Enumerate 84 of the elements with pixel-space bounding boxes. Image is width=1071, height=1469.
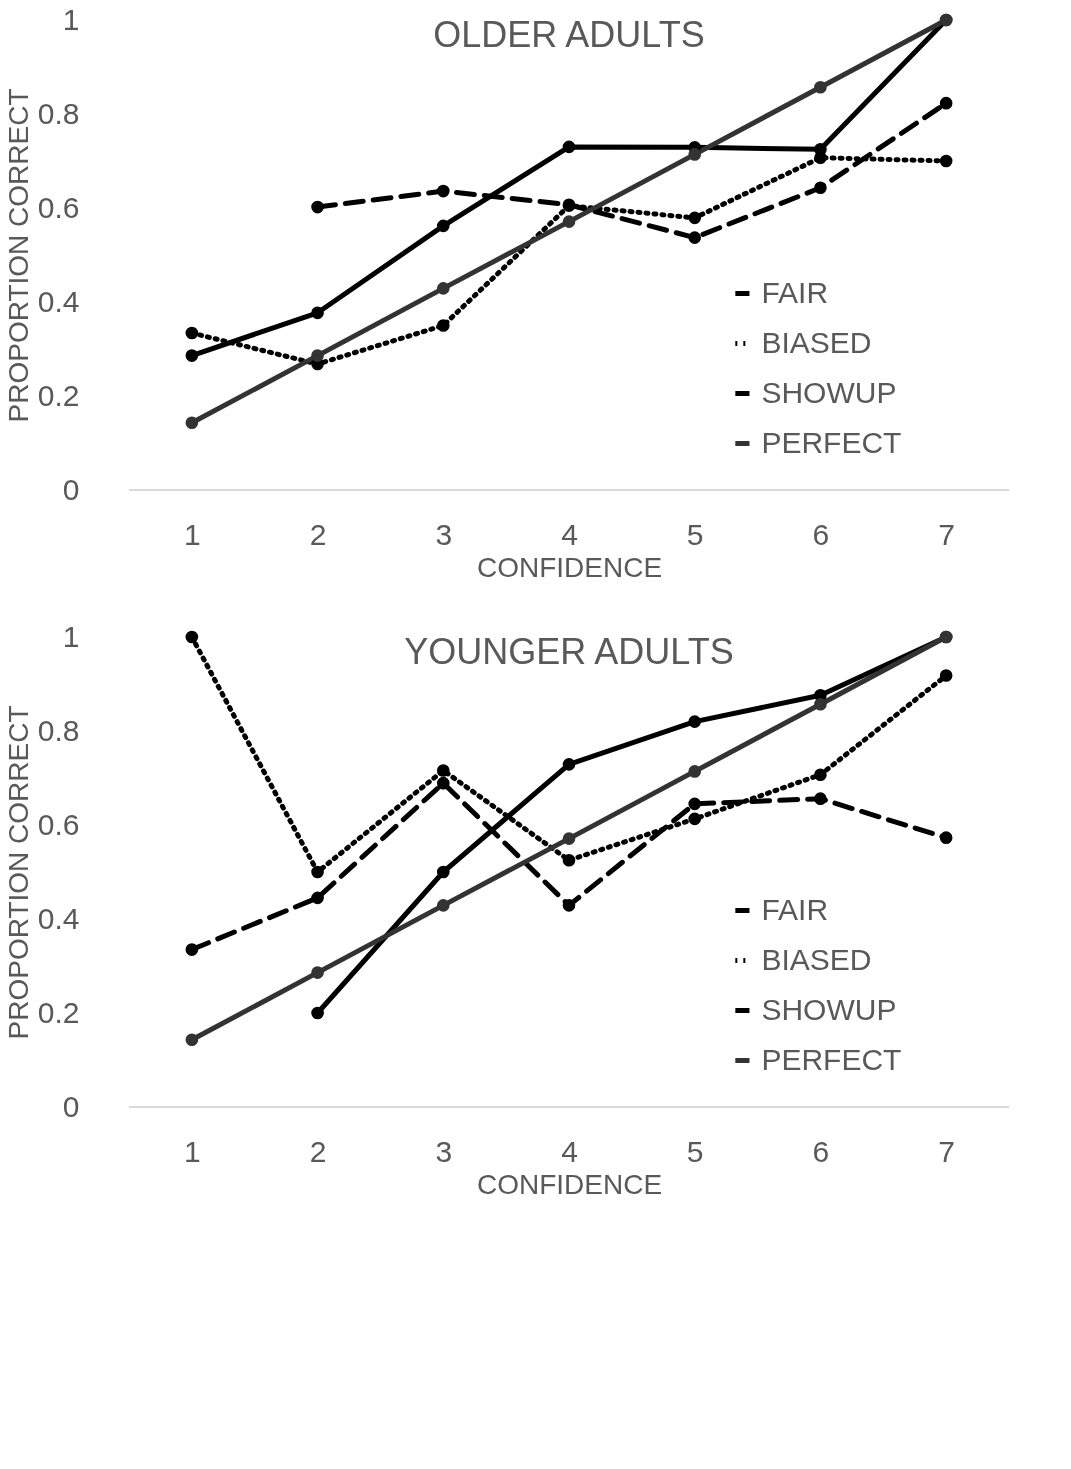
point <box>311 1006 324 1020</box>
point <box>185 630 199 644</box>
y-tick-label: 1 <box>62 619 80 653</box>
x-tick-label: 2 <box>309 1134 327 1168</box>
chart-title: OLDER ADULTS <box>433 14 705 55</box>
point <box>436 319 450 332</box>
legend-label: BIASED <box>761 325 872 359</box>
point <box>311 865 324 879</box>
point <box>688 765 702 778</box>
x-tick-label: 5 <box>686 517 704 551</box>
point <box>688 797 702 811</box>
point <box>311 200 324 214</box>
point <box>814 768 827 782</box>
legend-label: PERFECT <box>761 1042 902 1076</box>
point <box>688 812 702 826</box>
point <box>436 282 450 295</box>
y-tick-label: 0.8 <box>37 713 80 747</box>
point <box>562 853 576 867</box>
chart-title: YOUNGER ADULTS <box>404 631 734 672</box>
point <box>688 231 702 244</box>
x-tick-label: 7 <box>938 517 955 551</box>
y-axis-title: PROPORTION CORRECT <box>2 88 34 423</box>
point <box>814 697 827 711</box>
x-tick-label: 1 <box>184 517 201 551</box>
y-tick-label: 0.4 <box>37 901 80 935</box>
point <box>436 776 450 790</box>
point <box>814 80 827 94</box>
y-tick-label: 0 <box>62 1089 80 1123</box>
point <box>185 326 199 340</box>
legend-label: BIASED <box>761 942 872 976</box>
y-tick-label: 1 <box>62 2 80 36</box>
x-tick-label: 3 <box>435 517 453 551</box>
legend-label: FAIR <box>761 892 829 926</box>
x-axis-title: CONFIDENCE <box>476 1168 663 1200</box>
x-tick-label: 1 <box>184 1134 201 1168</box>
point <box>436 899 450 912</box>
legend-label: SHOWUP <box>761 375 897 409</box>
point <box>688 715 702 728</box>
point <box>436 219 450 233</box>
point <box>939 831 953 844</box>
x-tick-label: 3 <box>435 1134 453 1168</box>
point <box>562 215 576 228</box>
point <box>562 899 576 912</box>
point <box>185 1033 199 1047</box>
y-tick-label: 0.2 <box>37 378 80 412</box>
point <box>311 891 324 905</box>
point <box>185 416 199 430</box>
point <box>814 792 827 805</box>
y-tick-label: 0.2 <box>37 995 80 1029</box>
x-tick-label: 5 <box>686 1134 704 1168</box>
y-tick-label: 0.6 <box>37 190 80 224</box>
point <box>939 154 953 168</box>
point <box>436 184 450 198</box>
point <box>311 306 324 320</box>
y-tick-label: 0.8 <box>37 96 80 130</box>
point <box>185 943 199 956</box>
point <box>562 140 576 154</box>
point <box>311 966 324 979</box>
legend-label: FAIR <box>761 275 829 309</box>
x-axis-title: CONFIDENCE <box>476 551 663 583</box>
legend-label: SHOWUP <box>761 992 897 1026</box>
point <box>939 669 953 682</box>
point <box>688 211 702 225</box>
x-tick-label: 6 <box>812 1134 830 1168</box>
x-tick-label: 6 <box>812 517 830 551</box>
x-tick-label: 7 <box>938 1134 955 1168</box>
point <box>436 865 450 879</box>
point <box>814 181 827 195</box>
y-tick-label: 0.6 <box>37 807 80 841</box>
point <box>562 758 576 771</box>
legend-label: PERFECT <box>761 425 902 459</box>
point <box>311 349 324 362</box>
x-tick-label: 2 <box>309 517 327 551</box>
y-tick-label: 0 <box>62 472 80 506</box>
point <box>185 349 199 362</box>
point <box>814 151 827 165</box>
x-tick-label: 4 <box>561 1134 578 1168</box>
point <box>688 148 702 161</box>
point <box>436 764 450 777</box>
point <box>562 832 576 845</box>
y-axis-title: PROPORTION CORRECT <box>2 705 34 1040</box>
point <box>939 96 953 110</box>
y-tick-label: 0.4 <box>37 284 80 318</box>
x-tick-label: 4 <box>561 517 578 551</box>
